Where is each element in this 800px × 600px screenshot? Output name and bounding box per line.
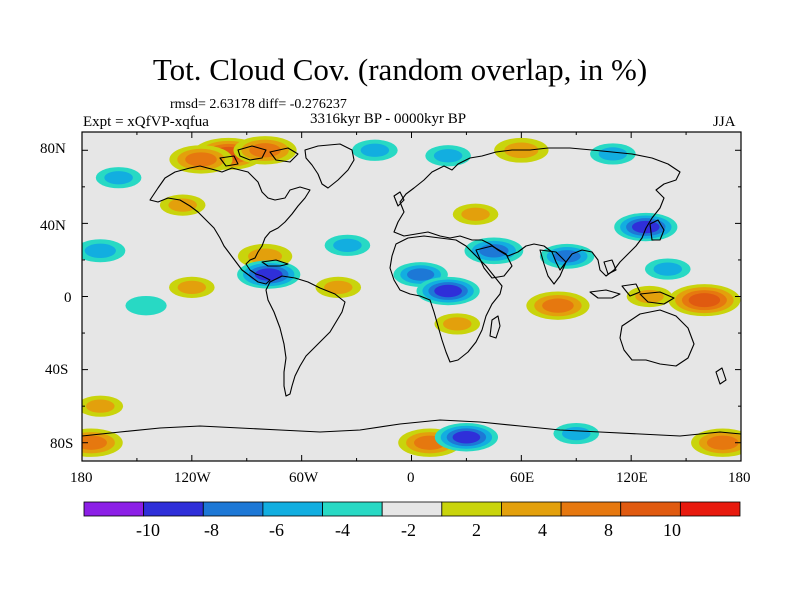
- anomaly-region: [82, 239, 126, 263]
- colorbar-swatch: [381, 501, 443, 517]
- contour-band: [433, 149, 463, 163]
- colorbar-swatch: [202, 501, 264, 517]
- anomaly-region: [425, 145, 471, 167]
- anomaly-region: [169, 145, 233, 174]
- colorbar-label: 2: [472, 520, 481, 540]
- anomaly-region: [526, 291, 590, 320]
- contour-band: [360, 143, 390, 157]
- anomaly-region: [644, 258, 691, 280]
- anomaly-region: [125, 295, 167, 316]
- contour-band: [324, 280, 353, 294]
- lon-tick-label: 0: [407, 470, 415, 486]
- lat-tick-label: 40S: [45, 362, 69, 378]
- contour-band: [168, 198, 197, 212]
- contour-band: [434, 284, 462, 298]
- contour-band: [635, 289, 664, 304]
- contour-band: [333, 238, 362, 252]
- colorbar-swatch: [620, 501, 681, 517]
- anomaly-region: [434, 423, 499, 452]
- contour-band: [706, 435, 739, 450]
- period-label: 3316kyr BP - 0000kyr BP: [310, 111, 467, 127]
- anomaly-region: [452, 203, 499, 225]
- colorbar-swatch: [679, 501, 741, 517]
- contour-band: [461, 207, 490, 221]
- experiment-label: Expt = xQfVP-xqfua: [83, 114, 209, 130]
- anomaly-region: [82, 395, 124, 417]
- contour-band: [653, 262, 683, 276]
- lon-tick-label: 120W: [174, 470, 211, 486]
- contour-band: [688, 293, 721, 308]
- anomaly-region: [95, 167, 142, 189]
- colorbar-label: -4: [335, 520, 350, 540]
- anomaly-region: [352, 139, 398, 161]
- contour-band: [407, 268, 435, 281]
- colorbar-swatch: [322, 501, 383, 517]
- contour-band: [84, 243, 116, 258]
- contour-band: [562, 426, 591, 441]
- contour-band: [86, 399, 115, 413]
- lat-tick-label: 80S: [50, 436, 74, 452]
- lon-tick-label: 60W: [289, 470, 319, 486]
- colorbar-swatch: [143, 501, 204, 517]
- contour-band: [185, 152, 217, 167]
- contour-band: [598, 147, 628, 161]
- contour-band: [479, 244, 509, 258]
- colorbar-label: -8: [204, 520, 219, 540]
- colorbar-label: -10: [136, 520, 160, 540]
- colorbar-swatch: [262, 501, 323, 517]
- anomaly-region: [82, 428, 123, 457]
- colorbar-label: 10: [663, 520, 681, 540]
- anomaly-region: [626, 285, 673, 308]
- anomaly-region: [464, 237, 524, 265]
- colorbar: [83, 501, 741, 517]
- lat-tick-label: 0: [64, 290, 72, 306]
- colorbar-swatch: [560, 501, 622, 517]
- anomaly-region: [315, 276, 362, 298]
- contour-band: [542, 298, 574, 313]
- lat-tick-label: 40N: [40, 218, 66, 234]
- contour-band: [254, 268, 283, 281]
- contour-band: [443, 317, 472, 331]
- anomaly-region: [668, 284, 741, 317]
- anomaly-region: [169, 276, 215, 298]
- anomaly-region: [539, 243, 595, 269]
- lon-tick-label: 60E: [510, 470, 535, 486]
- anomaly-region: [159, 194, 206, 216]
- lon-tick-label: 120E: [616, 470, 648, 486]
- contour-band: [631, 220, 660, 234]
- colorbar-label: -2: [401, 520, 416, 540]
- colorbar-swatch: [83, 501, 145, 517]
- anomaly-region: [237, 260, 301, 289]
- colorbar-swatch: [441, 501, 502, 517]
- colorbar-label: 8: [604, 520, 613, 540]
- anomaly-region: [434, 313, 481, 335]
- contour-band: [104, 171, 133, 185]
- stats-label: rmsd= 2.63178 diff= -0.276237: [170, 97, 347, 112]
- contour-band: [125, 295, 167, 316]
- lat-tick-label: 80N: [40, 141, 66, 157]
- coastlines: [82, 143, 741, 437]
- anomaly-field: [82, 136, 741, 457]
- colorbar-label: -6: [269, 520, 284, 540]
- colorbar-swatch: [501, 501, 562, 517]
- contour-band: [452, 431, 481, 444]
- contour-band: [82, 435, 107, 450]
- contour-band: [177, 280, 207, 294]
- anomaly-region: [691, 428, 741, 457]
- lon-tick-label: 180: [70, 470, 93, 486]
- figure-title: Tot. Cloud Cov. (random overlap, in %): [152, 52, 648, 87]
- anomaly-region: [590, 143, 636, 165]
- colorbar-label: 4: [538, 520, 547, 540]
- season-label: JJA: [713, 114, 736, 130]
- anomaly-region: [553, 422, 600, 445]
- anomaly-region: [324, 234, 371, 256]
- lon-tick-label: 180: [728, 470, 751, 486]
- anomaly-region: [416, 276, 480, 306]
- anomaly-region: [614, 212, 678, 242]
